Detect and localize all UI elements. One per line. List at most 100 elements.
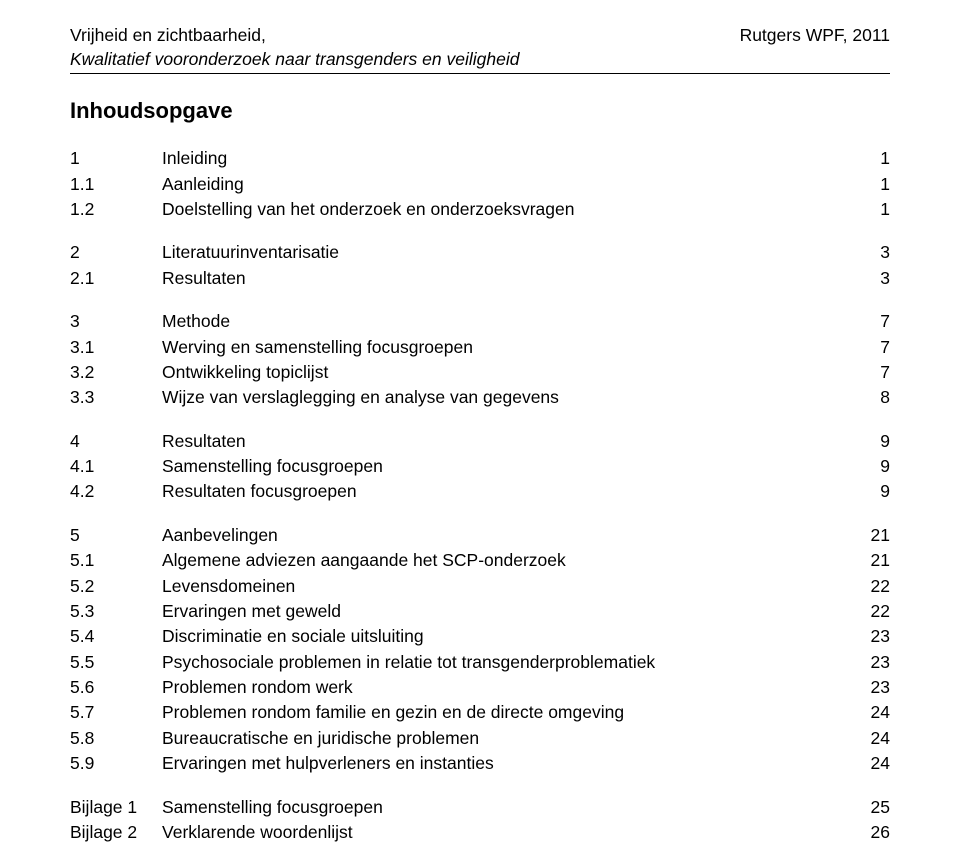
toc-entry-number: 5.6	[70, 675, 162, 700]
toc-entry-label: Aanbevelingen	[162, 523, 850, 548]
toc-entry-label: Doelstelling van het onderzoek en onderz…	[162, 197, 850, 222]
toc-entry-label: Resultaten	[162, 266, 850, 291]
toc-entry-label: Wijze van verslaglegging en analyse van …	[162, 385, 850, 410]
toc-row: 1Inleiding1	[70, 146, 890, 171]
toc-row: 5.7Problemen rondom familie en gezin en …	[70, 700, 890, 725]
toc-entry-number: Bijlage 2	[70, 820, 162, 845]
toc-entry-label: Literatuurinventarisatie	[162, 240, 850, 265]
toc-entry-page: 23	[850, 650, 890, 675]
toc-entry-label: Psychosociale problemen in relatie tot t…	[162, 650, 850, 675]
toc-entry-label: Levensdomeinen	[162, 574, 850, 599]
toc-row: 2.1Resultaten3	[70, 266, 890, 291]
toc-entry-label: Resultaten	[162, 429, 850, 454]
toc-row: 2Literatuurinventarisatie3	[70, 240, 890, 265]
toc-row: 5.4Discriminatie en sociale uitsluiting2…	[70, 624, 890, 649]
toc-row: 5.6Problemen rondom werk23	[70, 675, 890, 700]
toc-row: 4.2Resultaten focusgroepen9	[70, 479, 890, 504]
toc-entry-label: Problemen rondom familie en gezin en de …	[162, 700, 850, 725]
toc-row: 3.2Ontwikkeling topiclijst7	[70, 360, 890, 385]
toc-entry-page: 1	[850, 146, 890, 171]
toc-row: 5.3Ervaringen met geweld22	[70, 599, 890, 624]
toc-entry-page: 26	[850, 820, 890, 845]
toc-entry-number: 4.1	[70, 454, 162, 479]
toc-entry-label: Ervaringen met hulpverleners en instanti…	[162, 751, 850, 776]
toc-row: 5.1Algemene adviezen aangaande het SCP-o…	[70, 548, 890, 573]
toc-group: 3Methode73.1Werving en samenstelling foc…	[70, 309, 890, 411]
toc-group: 5Aanbevelingen215.1Algemene adviezen aan…	[70, 523, 890, 777]
toc-entry-number: 2.1	[70, 266, 162, 291]
toc-entry-page: 8	[850, 385, 890, 410]
toc-group: 2Literatuurinventarisatie32.1Resultaten3	[70, 240, 890, 291]
toc-row: 4.1Samenstelling focusgroepen9	[70, 454, 890, 479]
toc-entry-number: 4.2	[70, 479, 162, 504]
toc-entry-label: Inleiding	[162, 146, 850, 171]
toc-entry-page: 9	[850, 479, 890, 504]
header-title-line1: Vrijheid en zichtbaarheid,	[70, 24, 519, 48]
toc-entry-number: 5.9	[70, 751, 162, 776]
toc-row: 1.2Doelstelling van het onderzoek en ond…	[70, 197, 890, 222]
toc-row: 3.3Wijze van verslaglegging en analyse v…	[70, 385, 890, 410]
toc-entry-label: Ontwikkeling topiclijst	[162, 360, 850, 385]
toc-entry-number: 5.7	[70, 700, 162, 725]
toc-entry-page: 23	[850, 624, 890, 649]
toc-entry-label: Resultaten focusgroepen	[162, 479, 850, 504]
toc-row: 5.9Ervaringen met hulpverleners en insta…	[70, 751, 890, 776]
page-title: Inhoudsopgave	[70, 98, 890, 124]
toc-entry-label: Discriminatie en sociale uitsluiting	[162, 624, 850, 649]
toc-row: 5.8Bureaucratische en juridische problem…	[70, 726, 890, 751]
table-of-contents: 1Inleiding11.1Aanleiding11.2Doelstelling…	[70, 146, 890, 845]
header-rule	[70, 73, 890, 74]
toc-entry-label: Aanleiding	[162, 172, 850, 197]
toc-entry-page: 7	[850, 335, 890, 360]
header-left: Vrijheid en zichtbaarheid, Kwalitatief v…	[70, 24, 519, 71]
toc-entry-page: 7	[850, 360, 890, 385]
toc-entry-number: 3.3	[70, 385, 162, 410]
toc-row: Bijlage 1Samenstelling focusgroepen25	[70, 795, 890, 820]
toc-entry-label: Ervaringen met geweld	[162, 599, 850, 624]
toc-appendices: Bijlage 1Samenstelling focusgroepen25Bij…	[70, 795, 890, 846]
toc-entry-page: 3	[850, 266, 890, 291]
toc-entry-page: 9	[850, 429, 890, 454]
toc-row: 5.2Levensdomeinen22	[70, 574, 890, 599]
toc-entry-number: 1.1	[70, 172, 162, 197]
toc-entry-label: Werving en samenstelling focusgroepen	[162, 335, 850, 360]
toc-entry-page: 23	[850, 675, 890, 700]
toc-entry-page: 25	[850, 795, 890, 820]
toc-row: 4Resultaten9	[70, 429, 890, 454]
toc-entry-page: 24	[850, 751, 890, 776]
toc-row: 5.5Psychosociale problemen in relatie to…	[70, 650, 890, 675]
toc-entry-page: 21	[850, 523, 890, 548]
toc-entry-page: 1	[850, 197, 890, 222]
toc-entry-number: 4	[70, 429, 162, 454]
toc-entry-label: Methode	[162, 309, 850, 334]
toc-entry-label: Samenstelling focusgroepen	[162, 795, 850, 820]
toc-entry-page: 24	[850, 700, 890, 725]
toc-row: 3Methode7	[70, 309, 890, 334]
header-title-line2: Kwalitatief vooronderzoek naar transgend…	[70, 48, 519, 72]
toc-entry-page: 1	[850, 172, 890, 197]
toc-entry-number: 1	[70, 146, 162, 171]
toc-entry-label: Bureaucratische en juridische problemen	[162, 726, 850, 751]
toc-row: Bijlage 2Verklarende woordenlijst26	[70, 820, 890, 845]
toc-entry-number: 5.1	[70, 548, 162, 573]
toc-entry-page: 21	[850, 548, 890, 573]
toc-entry-number: 5.5	[70, 650, 162, 675]
toc-entry-page: 22	[850, 574, 890, 599]
page-header: Vrijheid en zichtbaarheid, Kwalitatief v…	[70, 24, 890, 71]
toc-entry-number: 3.1	[70, 335, 162, 360]
toc-entry-label: Problemen rondom werk	[162, 675, 850, 700]
toc-entry-page: 24	[850, 726, 890, 751]
toc-entry-number: 2	[70, 240, 162, 265]
toc-group: 4Resultaten94.1Samenstelling focusgroepe…	[70, 429, 890, 505]
header-right: Rutgers WPF, 2011	[740, 24, 890, 48]
toc-entry-number: 5.8	[70, 726, 162, 751]
toc-entry-number: 5	[70, 523, 162, 548]
toc-entry-page: 7	[850, 309, 890, 334]
toc-entry-number: 5.4	[70, 624, 162, 649]
toc-row: 1.1Aanleiding1	[70, 172, 890, 197]
toc-entry-label: Samenstelling focusgroepen	[162, 454, 850, 479]
toc-entry-number: 5.3	[70, 599, 162, 624]
toc-entry-page: 3	[850, 240, 890, 265]
toc-row: 5Aanbevelingen21	[70, 523, 890, 548]
toc-entry-label: Verklarende woordenlijst	[162, 820, 850, 845]
